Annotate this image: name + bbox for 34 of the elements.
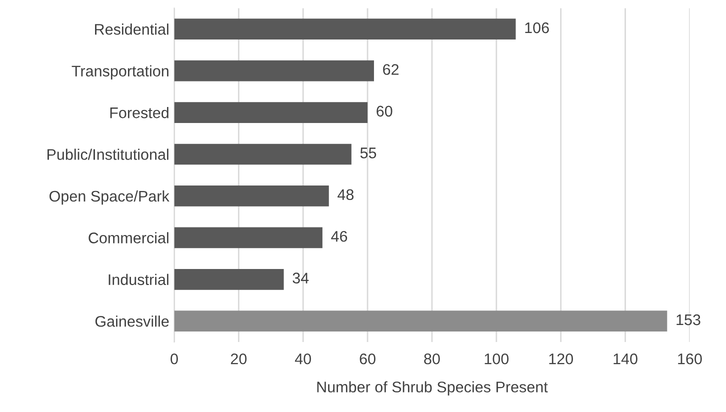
x-tick-label: 140 xyxy=(614,353,638,364)
x-tick-label: 120 xyxy=(549,353,573,364)
bar xyxy=(174,268,284,290)
y-tick-label: Open Space/Park xyxy=(50,190,170,205)
x-tick-label: 40 xyxy=(294,353,312,364)
bar xyxy=(174,60,374,82)
y-tick-label: Public/Institutional xyxy=(48,148,168,160)
data-label: 106 xyxy=(525,22,549,34)
data-label: 62 xyxy=(383,64,399,75)
x-tick-label: 0 xyxy=(170,353,178,364)
y-tick-label: Commercial xyxy=(88,232,168,244)
data-label: 46 xyxy=(331,230,348,242)
data-label: 153 xyxy=(676,314,700,326)
x-tick-label: 20 xyxy=(230,353,247,364)
data-label: 48 xyxy=(338,189,354,200)
x-tick-label: 100 xyxy=(484,353,509,364)
bar xyxy=(174,102,368,123)
bar xyxy=(174,310,668,332)
y-tick-label: Residential xyxy=(95,24,168,35)
bar xyxy=(174,144,352,165)
x-tick-label: 60 xyxy=(360,353,376,364)
y-tick-label: Forested xyxy=(110,106,168,118)
data-label: 34 xyxy=(292,272,309,284)
y-tick-label: Transportation xyxy=(72,65,168,80)
data-label: 60 xyxy=(376,106,392,117)
bar xyxy=(174,227,322,248)
bar xyxy=(174,18,516,40)
y-tick-label: Industrial xyxy=(108,274,168,286)
x-tick-label: 80 xyxy=(424,353,440,364)
bar xyxy=(174,186,329,206)
x-tick-label: 160 xyxy=(678,353,702,364)
data-label: 55 xyxy=(360,148,376,158)
y-tick-label: Gainesville xyxy=(95,316,169,327)
x-axis-title: Number of Shrub Species Present xyxy=(317,381,548,396)
